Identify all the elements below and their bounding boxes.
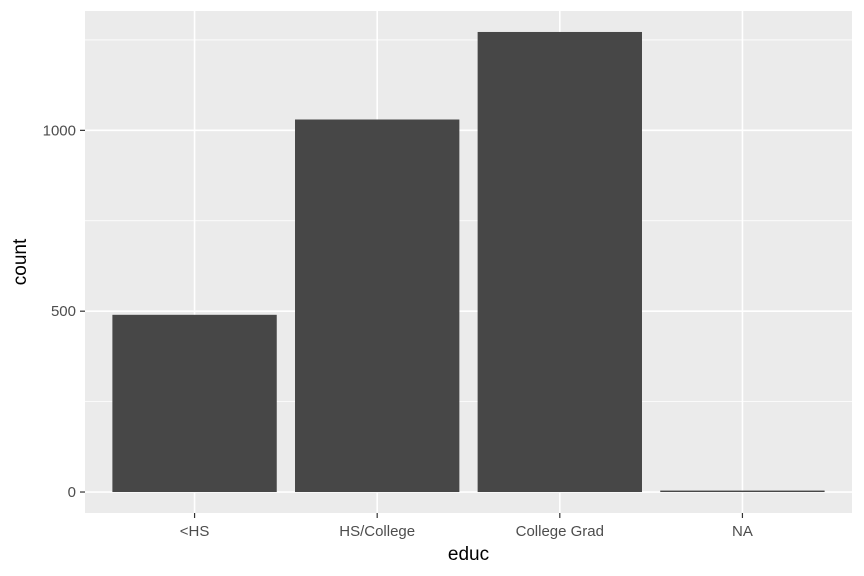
x-tick-label: HS/College [339, 523, 415, 540]
y-tick-label: 0 [68, 484, 76, 501]
x-tick-label: College Grad [516, 523, 604, 540]
bar [112, 314, 277, 493]
bars [112, 31, 825, 493]
axes: 0 500 1000 <HS HS/College College Grad NA [43, 122, 753, 540]
bar [660, 490, 825, 493]
y-tick-label: 500 [51, 303, 76, 320]
y-axis-title: count [10, 238, 31, 285]
bar [477, 31, 642, 493]
y-tick-label: 1000 [43, 122, 76, 139]
x-tick-label: <HS [180, 523, 210, 540]
bar [295, 119, 460, 493]
x-tick-label: NA [732, 523, 753, 540]
x-axis-title: educ [448, 544, 489, 565]
